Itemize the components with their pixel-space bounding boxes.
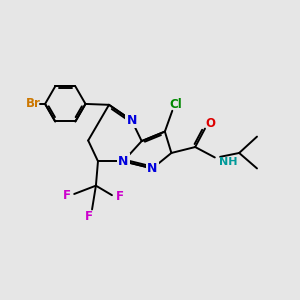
Text: F: F [63,189,71,202]
Text: Br: Br [26,98,41,110]
Text: Cl: Cl [170,98,182,111]
Text: N: N [118,155,128,168]
Text: N: N [126,114,137,127]
Text: F: F [85,210,93,224]
Text: F: F [116,190,124,203]
Text: N: N [147,162,158,175]
Text: NH: NH [219,157,238,167]
Text: O: O [205,117,215,130]
